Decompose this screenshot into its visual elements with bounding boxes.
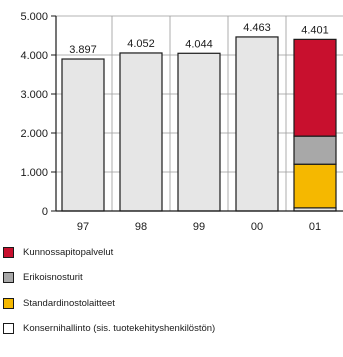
bar-value-label: 4.044	[185, 38, 213, 50]
x-tick-label: 97	[77, 221, 89, 233]
bar-segment	[293, 135, 337, 165]
legend-label: Erikoisnosturit	[23, 272, 83, 283]
legend-swatch	[3, 297, 14, 309]
bar-segment	[119, 52, 163, 212]
legend-item: Konsernihallinto (sis. tuotekehityshenki…	[0, 321, 215, 337]
legend-label: Kunnossapitopalvelut	[23, 246, 114, 258]
bar-segment	[293, 163, 337, 209]
bar-chart-plot: 0 1.000 2.000 3.000 4.000 5.000 3.897 97 4.052 98…	[20, 11, 343, 233]
y-tick-label: 5.000	[20, 11, 48, 23]
y-tick-label: 4.000	[20, 50, 48, 62]
y-tick-label: 1.000	[20, 167, 48, 179]
x-tick-label: 01	[309, 221, 321, 233]
bar-value-label: 4.401	[301, 24, 329, 36]
bar-segment	[177, 52, 221, 212]
legend-swatch	[3, 246, 14, 258]
legend-label: Standardinostolaitteet	[23, 297, 115, 309]
y-tick-label: 3.000	[20, 89, 48, 101]
legend-swatch	[3, 272, 14, 283]
legend-item: Kunnossapitopalvelut	[0, 244, 113, 260]
bar-value-label: 3.897	[69, 44, 97, 56]
y-tick-label: 2.000	[20, 128, 48, 140]
bar-segment	[61, 58, 105, 212]
bar-value-label: 4.463	[243, 22, 271, 34]
y-tick-label: 0	[42, 206, 48, 218]
bar-value-label: 4.052	[127, 38, 155, 50]
legend-item: Standardinostolaitteet	[0, 295, 115, 311]
bar-segment	[293, 38, 337, 137]
x-tick-label: 99	[193, 221, 205, 233]
x-tick-label: 00	[251, 221, 263, 233]
legend-item: Erikoisnosturit	[0, 270, 83, 286]
legend-label: Konsernihallinto (sis. tuotekehityshenki…	[23, 323, 216, 334]
legend-swatch	[3, 323, 14, 334]
x-tick-label: 98	[135, 221, 147, 233]
bar-segment	[235, 36, 279, 212]
